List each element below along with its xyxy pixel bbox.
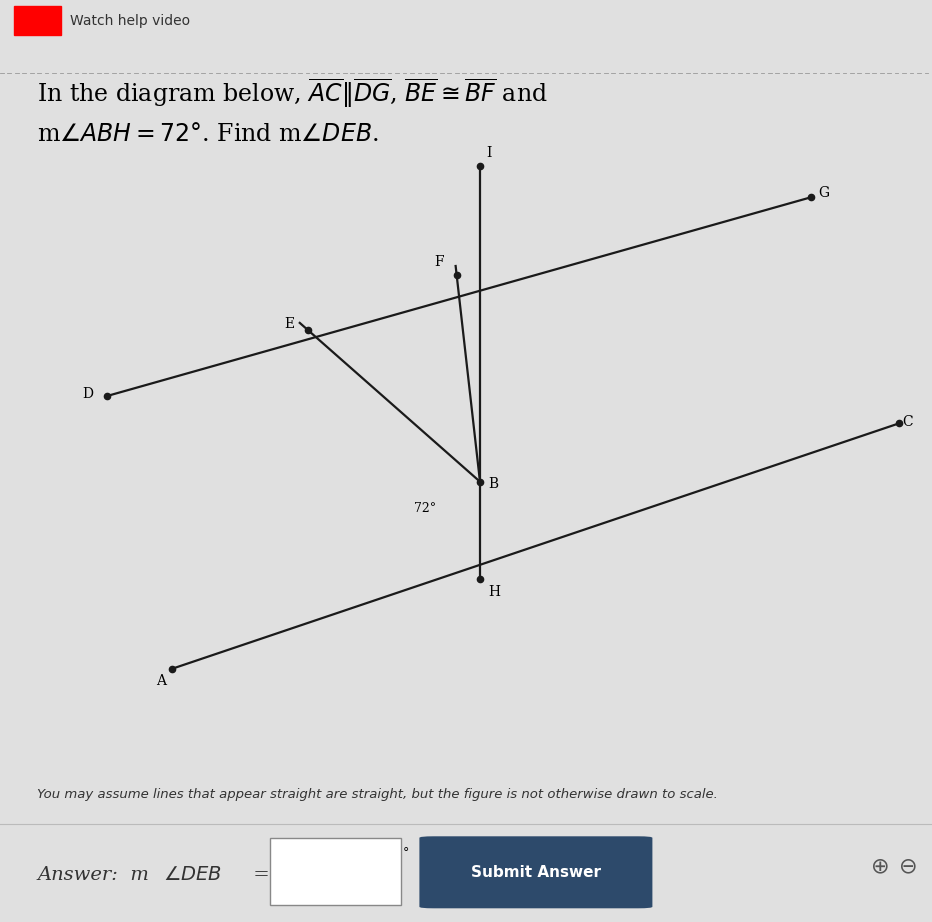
Text: °: ° bbox=[403, 846, 409, 859]
FancyBboxPatch shape bbox=[419, 836, 652, 908]
Text: =: = bbox=[247, 867, 269, 884]
Text: H: H bbox=[488, 585, 500, 599]
Text: A: A bbox=[156, 674, 166, 688]
Text: ⊕: ⊕ bbox=[871, 857, 890, 876]
Text: E: E bbox=[284, 317, 295, 331]
Text: ⊖: ⊖ bbox=[899, 857, 918, 876]
Text: B: B bbox=[488, 477, 499, 491]
Text: I: I bbox=[487, 146, 492, 160]
Text: G: G bbox=[818, 186, 829, 200]
Text: C: C bbox=[902, 415, 912, 429]
Text: m$\angle ABH = 72°$. Find m$\angle DEB$.: m$\angle ABH = 72°$. Find m$\angle DEB$. bbox=[37, 124, 379, 147]
Text: Watch help video: Watch help video bbox=[70, 14, 190, 28]
Text: 72°: 72° bbox=[414, 502, 436, 515]
Text: Answer:  m: Answer: m bbox=[37, 867, 149, 884]
Text: D: D bbox=[82, 386, 93, 401]
FancyBboxPatch shape bbox=[270, 838, 401, 904]
Text: $\angle DEB$: $\angle DEB$ bbox=[163, 867, 222, 884]
Text: You may assume lines that appear straight are straight, but the figure is not ot: You may assume lines that appear straigh… bbox=[37, 788, 719, 801]
Polygon shape bbox=[19, 8, 56, 33]
Bar bbox=[14, 6, 61, 35]
Text: In the diagram below, $\overline{AC} \| \overline{DG}$, $\overline{BE} \cong \ov: In the diagram below, $\overline{AC} \| … bbox=[37, 77, 548, 111]
Text: Submit Answer: Submit Answer bbox=[471, 865, 601, 880]
Text: F: F bbox=[434, 255, 444, 269]
